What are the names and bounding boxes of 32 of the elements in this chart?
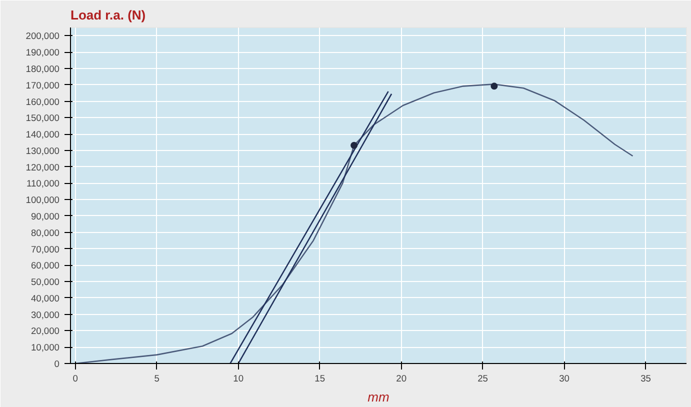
y-tick-label: 60,000 (30, 260, 60, 271)
y-axis-title: Load r.a. (N) (70, 8, 146, 22)
y-tick-label: 10,000 (30, 342, 60, 353)
y-tick-label: 170,000 (26, 80, 60, 90)
y-tick-label: 40,000 (30, 293, 60, 304)
y-tick-label: 130,000 (26, 146, 60, 156)
x-tick-label: 30 (559, 374, 570, 384)
x-tick-label: 35 (640, 374, 651, 384)
x-tick-label: 0 (72, 374, 78, 384)
x-tick-label: 25 (478, 374, 488, 384)
y-tick-label: 160,000 (26, 96, 60, 107)
x-tick-label: 10 (233, 374, 244, 384)
y-tick-label: 90,000 (30, 211, 60, 222)
y-tick-label: 120,000 (26, 162, 60, 172)
x-tick-label: 20 (396, 374, 407, 384)
y-tick-label: 180,000 (26, 64, 60, 74)
y-tick-label: 50,000 (30, 277, 60, 288)
x-tick-label: 15 (314, 374, 326, 384)
y-tick-label: 30,000 (30, 310, 60, 320)
x-tick-label: 5 (154, 374, 160, 384)
y-tick-label: 150,000 (26, 113, 60, 124)
x-axis-title: mm (368, 390, 390, 404)
y-tick-label: 200,000 (26, 31, 60, 42)
y-tick-label: 100,000 (26, 195, 60, 206)
y-tick-label: 190,000 (26, 48, 60, 58)
y-tick-label: 110,000 (26, 178, 60, 189)
y-tick-label: 20,000 (30, 326, 60, 336)
y-tick-label: 140,000 (26, 130, 60, 140)
line-series (74, 84, 634, 364)
y-tick-label: 70,000 (30, 244, 60, 254)
y-tick-label: 80,000 (30, 228, 60, 238)
y-tick-label: 0 (54, 359, 60, 369)
